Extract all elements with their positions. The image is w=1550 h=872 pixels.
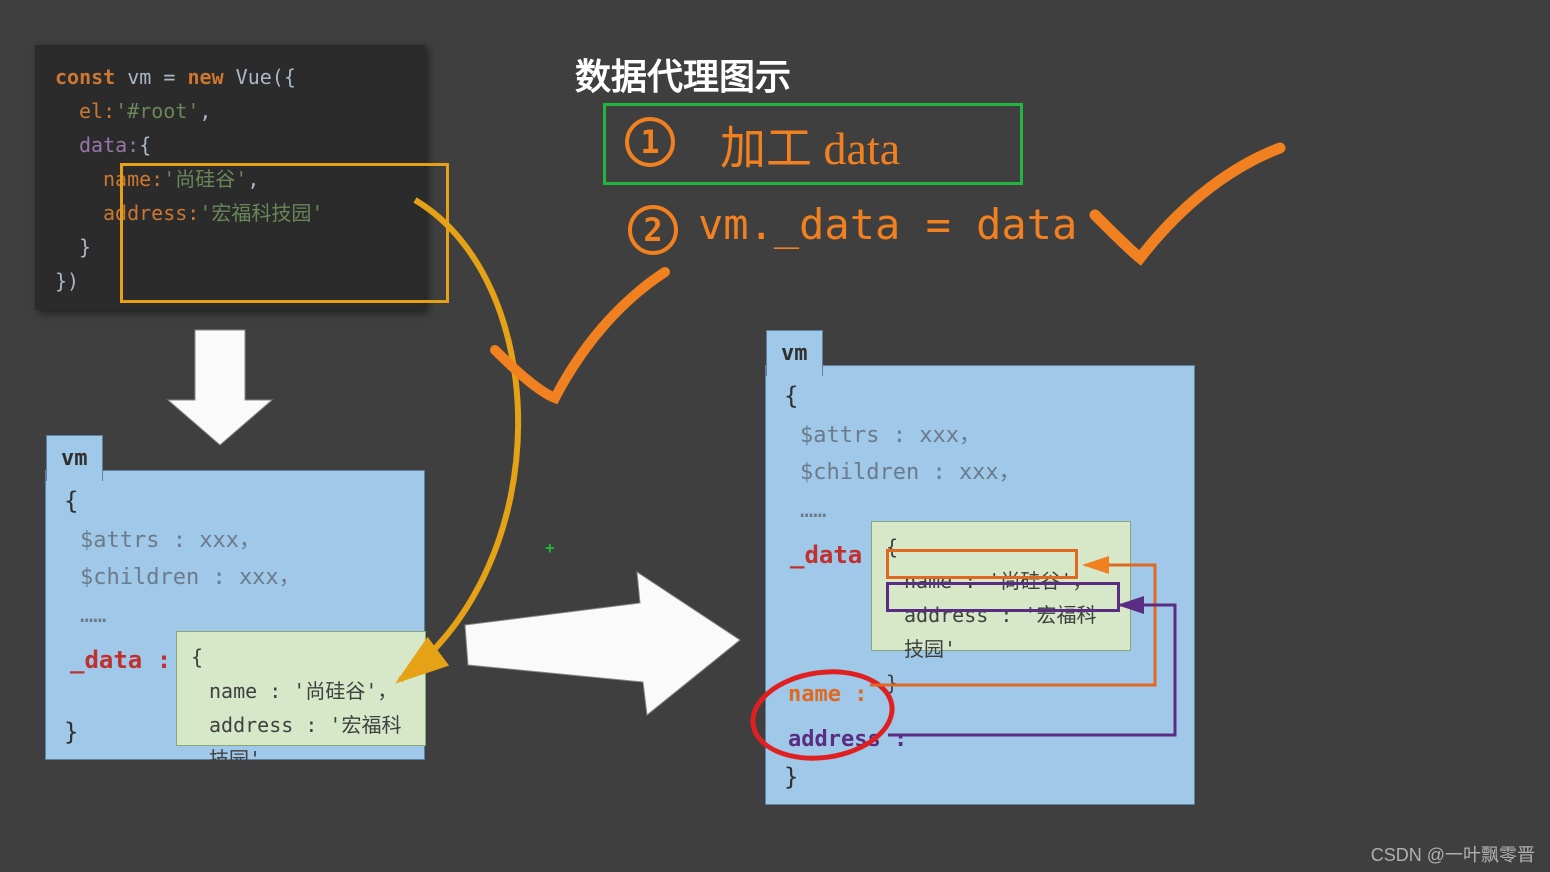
step2-text: vm._data = data [698,200,1077,249]
vm-right-card: vm { $attrs : xxx， $children : xxx， …… _… [765,365,1195,805]
vm-left-card: vm { $attrs : xxx， $children : xxx， …… _… [45,470,425,760]
code-vue: Vue [224,65,272,89]
step2-number: 2 [628,205,678,255]
code-l4end: , [247,167,259,191]
code-const: const [55,65,115,89]
code-name: name: [103,167,163,191]
code-name-val: '尚硅谷' [163,167,247,191]
watermark: CSDN @一叶飘零晋 [1371,841,1535,867]
vm-right-attrs: $attrs : xxx， [784,417,1176,454]
code-l6: } [79,235,91,259]
code-eq: = [163,65,187,89]
code-l2end: , [199,99,211,123]
checkmark-small-icon [495,272,665,398]
step1-number: 1 [625,117,675,167]
vm-left-inner-name: name : '尚硅谷'， [191,674,411,708]
vm-right-name-line: name : [788,676,867,713]
vm-left-brace-close: } [64,712,78,753]
vm-left-brace-open: { [64,481,406,522]
step1-text: 加工 data [720,112,900,178]
vm-right-brace-close: } [784,757,798,798]
code-el: el: [79,99,115,123]
vm-right-addr-line: address : [788,721,907,758]
vm-right-tab: vm [766,330,823,376]
right-arrow-icon [465,572,740,715]
diagram-title: 数据代理图示 [575,48,791,100]
code-addr-val: '宏福科技园' [199,201,323,225]
vm-left-children: $children : xxx， [64,559,406,596]
vm-left-attrs: $attrs : xxx， [64,522,406,559]
vm-left-inner-addr: address : '宏福科技园' [191,708,411,776]
vm-left-tab: vm [46,435,103,481]
vm-right-inner-close: } [886,666,1116,700]
code-el-val: '#root' [115,99,199,123]
vm-left-inner-open: { [191,640,411,674]
code-data: data: [79,133,139,157]
code-vm: vm [115,65,163,89]
code-l1end: ({ [272,65,296,89]
vm-right-children: $children : xxx， [784,454,1176,491]
vm-left-inner-close: } [191,776,411,810]
down-arrow-icon [168,330,272,445]
checkmark-right-icon [1095,148,1280,258]
code-addr: address: [103,201,199,225]
code-l7: }) [55,269,79,293]
vm-left-data-inner: { name : '尚硅谷'， address : '宏福科技园' } [176,631,426,746]
vm-right-addr-highlight [886,582,1120,612]
vm-right-name-highlight [886,549,1078,579]
insert-marker: + [545,538,555,557]
vm-right-brace-open: { [784,376,1176,417]
code-l3end: { [139,133,151,157]
code-new: new [187,65,223,89]
code-block: const vm = new Vue({ el:'#root', data:{ … [35,45,425,310]
vm-left-dots: …… [64,597,406,634]
